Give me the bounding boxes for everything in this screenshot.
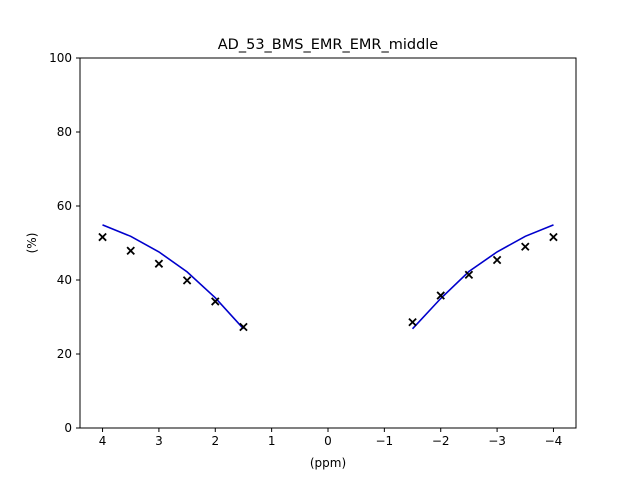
fit-line-segment [102,224,245,330]
x-tick-label: −4 [545,434,563,448]
plot-area [80,58,576,428]
y-axis-label: (%) [25,233,39,254]
x-tick-label: 3 [155,434,163,448]
data-point-marker [436,291,445,300]
y-tick-label: 20 [57,347,72,361]
marker-layer [98,232,558,332]
data-point-marker [464,270,474,280]
x-tick-label: 2 [211,434,219,448]
fit-line-segment [411,224,554,330]
x-tick-label: −2 [432,434,450,448]
data-point-marker [492,255,502,265]
y-tick-label: 40 [57,273,72,287]
data-point-marker [408,317,417,327]
y-tick-label: 80 [57,125,72,139]
data-point-marker [521,242,530,251]
x-tick-label: 1 [268,434,276,448]
y-tick-label: 0 [64,421,72,435]
chart-title: AD_53_BMS_EMR_EMR_middle [218,37,439,53]
data-point-marker [549,232,558,242]
x-tick-label: −1 [376,434,394,448]
y-tick-label: 100 [49,51,72,65]
x-axis: 4 3 2 1 0 −1 −2 −3 −4 [99,428,563,448]
data-point-marker [126,246,135,256]
data-point-marker [211,297,220,306]
data-point-marker [154,259,164,268]
y-axis: 0 20 40 60 80 100 [49,51,80,435]
x-tick-label: 0 [324,434,332,448]
x-tick-label: 4 [99,434,107,448]
series-layer [102,224,554,330]
data-point-marker [239,322,248,332]
data-point-marker [182,276,192,285]
y-tick-label: 60 [57,199,72,213]
data-point-marker [98,232,107,242]
x-axis-label: (ppm) [310,456,346,470]
x-tick-label: −3 [488,434,506,448]
